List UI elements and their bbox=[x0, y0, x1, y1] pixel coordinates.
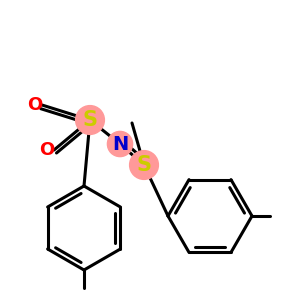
Text: S: S bbox=[82, 110, 98, 130]
Circle shape bbox=[130, 151, 158, 179]
Text: O: O bbox=[27, 96, 42, 114]
Text: O: O bbox=[39, 141, 54, 159]
Text: N: N bbox=[112, 134, 128, 154]
Circle shape bbox=[76, 106, 104, 134]
Circle shape bbox=[107, 131, 133, 157]
Text: S: S bbox=[136, 155, 152, 175]
